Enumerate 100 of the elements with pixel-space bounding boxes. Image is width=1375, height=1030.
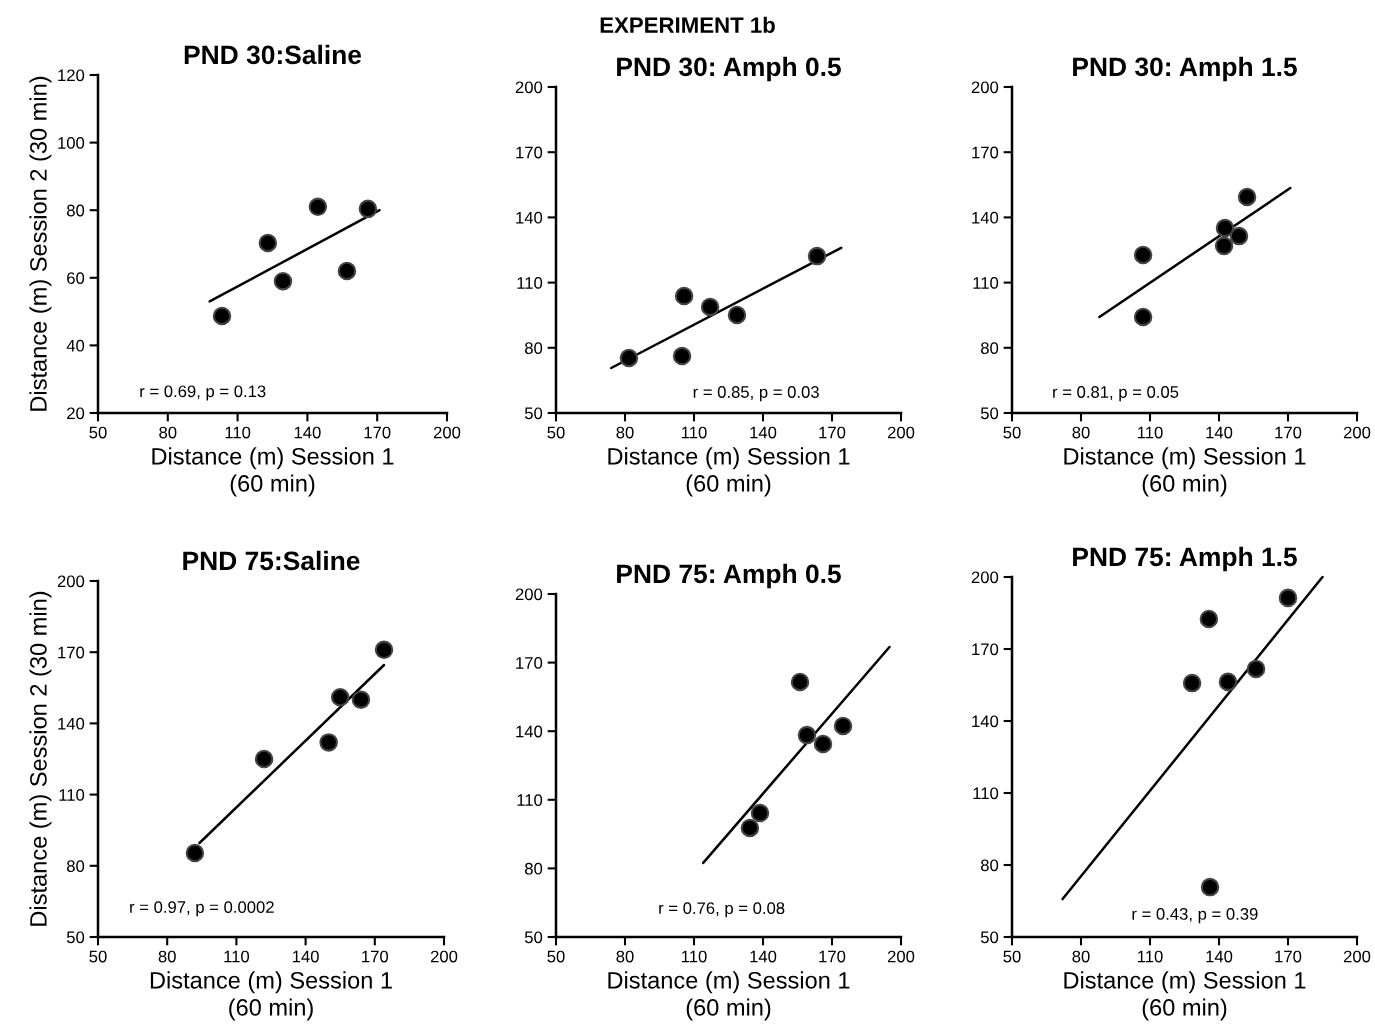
point [1133,245,1153,265]
text: EXPERIMENT 1b [600,16,775,33]
x-tick-label: 170 [819,426,846,439]
y-axis-title: Distance (m) Session 2 (30 min) [29,591,52,926]
x-tick-label: 200 [1343,426,1371,439]
y-tick-label: 200 [57,575,85,588]
x-tick-label: 50 [1003,426,1021,439]
point [672,346,692,366]
y-tick-label: 170 [516,146,543,159]
y-tick-label: 110 [973,277,999,289]
point [1199,609,1219,629]
point [1229,226,1249,246]
point [319,733,338,752]
y-tick-label: 140 [972,211,999,224]
x-tick-label: 140 [294,426,321,439]
x-tick-label: 80 [616,950,634,963]
x-tick-label: 110 [225,426,251,439]
y-tick-label: 80 [66,860,85,872]
x-axis-title: Distance (m) Session 1 (60 min) [150,971,392,1021]
x-axis-title: Distance (m) Session 1 (60 min) [1064,971,1306,1021]
point [1214,236,1234,256]
y-tick-label: 100 [58,137,85,149]
y-tick-label: 60 [67,272,85,284]
x-tick-label: 50 [89,950,107,963]
point [337,261,357,281]
point [674,286,694,306]
y-tick-label: 140 [516,211,543,224]
y-tick-label: 50 [980,931,999,944]
point [330,688,350,707]
point [1200,877,1220,897]
x-tick-label: 110 [1137,426,1163,439]
x-tick-label: 170 [1275,426,1302,439]
point [813,734,833,754]
x-tick-label: 200 [887,950,915,963]
y-axis-title: Distance (m) Session 2 (30 min) [29,76,52,411]
x-tick-label: 110 [1137,950,1163,963]
annotation: r = 0.97, p = 0.0002 [130,901,274,917]
point [1278,588,1298,608]
point [750,803,770,823]
annotation: r = 0.76, p = 0.08 [659,902,785,918]
x-tick-label: 80 [1072,426,1090,439]
point [1182,673,1202,693]
point [807,246,827,266]
point [374,640,394,660]
x-tick-label: 140 [1206,950,1233,963]
x-tick-label: 50 [547,426,565,439]
x-tick-label: 50 [547,950,565,963]
point [1246,659,1266,679]
y-tick-label: 110 [517,794,543,806]
y-tick-label: 200 [515,588,543,601]
y-tick-label: 140 [972,715,999,728]
y-tick-label: 170 [972,146,999,159]
y-tick-label: 110 [973,787,999,800]
y-tick-label: 170 [972,643,999,656]
x-tick-label: 110 [224,950,250,963]
x-axis-title: Distance (m) Session 1 (60 min) [608,971,850,1021]
point [258,233,278,253]
annotation: r = 0.85, p = 0.03 [693,386,819,402]
point [740,818,760,838]
y-tick-label: 200 [515,81,543,94]
point [351,690,371,709]
x-tick-label: 170 [1275,950,1302,963]
chart-title: PND 30: Amph 0.5 [617,56,841,82]
y-tick-label: 140 [58,717,85,730]
x-tick-label: 50 [89,426,107,439]
y-tick-label: 50 [524,931,543,944]
chart-title: PND 75:Saline [183,550,360,571]
point [790,672,810,692]
x-tick-label: 200 [887,426,915,439]
x-tick-label: 200 [433,426,461,439]
x-tick-label: 140 [292,950,319,963]
y-tick-label: 110 [517,277,543,289]
point [254,749,274,769]
annotation: r = 0.81, p = 0.05 [1053,386,1179,402]
chart-title: PND 75: Amph 0.5 [617,563,841,589]
chart-title: PND 30:Saline [184,44,362,65]
y-tick-label: 200 [971,571,999,584]
x-tick-label: 170 [364,426,391,439]
point [358,199,378,219]
y-tick-label: 80 [980,342,999,354]
x-axis-title: Distance (m) Session 1 (60 min) [1064,447,1306,497]
y-tick-label: 80 [524,342,543,354]
y-tick-label: 80 [66,204,85,217]
y-tick-label: 120 [58,69,85,82]
annotation: r = 0.43, p = 0.39 [1132,908,1258,924]
y-tick-label: 50 [524,407,543,420]
x-tick-label: 170 [819,950,846,963]
point [1215,218,1235,238]
x-tick-label: 140 [750,426,777,439]
y-tick-label: 170 [58,646,85,659]
annotation: r = 0.69, p = 0.13 [140,385,266,401]
point [212,306,232,326]
point [1218,672,1238,692]
chart-title: PND 30: Amph 1.5 [1073,56,1297,82]
y-tick-label: 110 [59,789,85,801]
x-axis-title: Distance (m) Session 1 (60 min) [152,447,394,497]
x-tick-label: 50 [1003,950,1021,963]
x-tick-label: 110 [681,426,707,439]
x-tick-label: 80 [1072,950,1090,963]
x-tick-label: 200 [430,950,458,963]
